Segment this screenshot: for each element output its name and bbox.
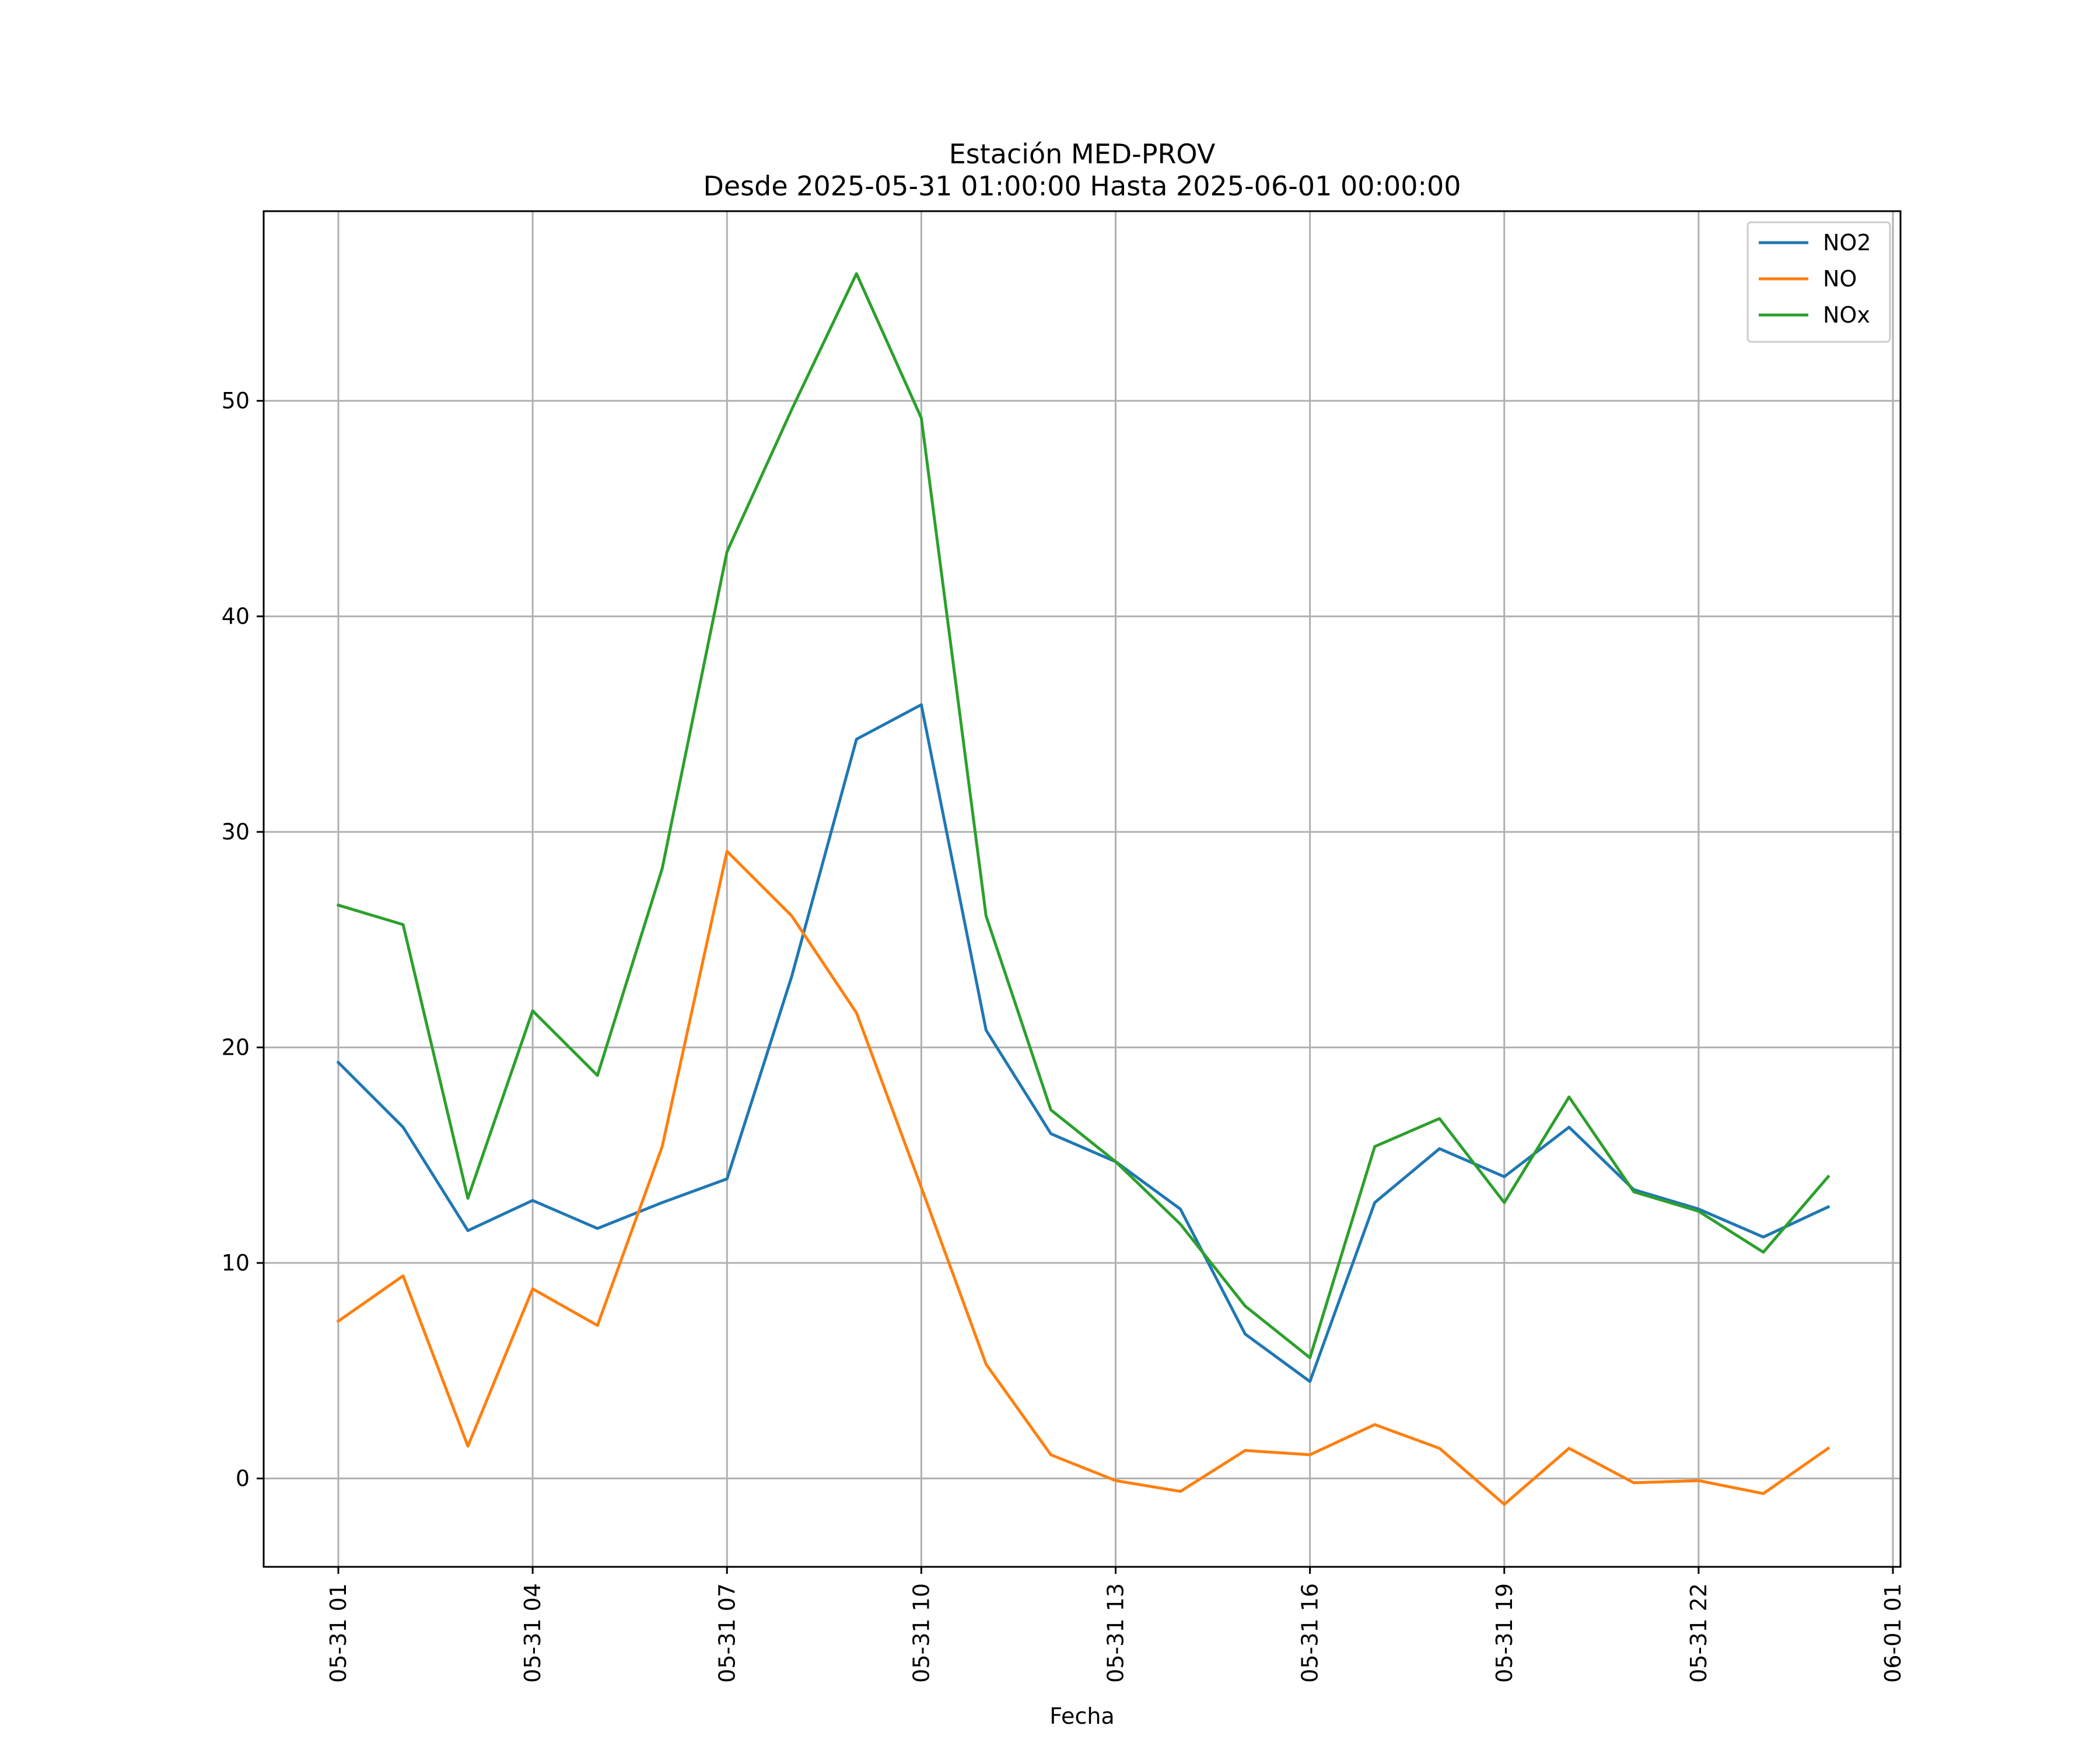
x-tick-label: 05-31 07: [714, 1583, 740, 1683]
y-tick-label: 0: [236, 1466, 250, 1492]
series-line-no: [336, 849, 1831, 1506]
chart-subtitle: Desde 2025-05-31 01:00:00 Hasta 2025-06-…: [703, 170, 1461, 202]
x-axis: 05-31 01 05-31 04 05-31 07 05-31 10 05-31 13…: [326, 1567, 1906, 1683]
legend: NO2 NO NOx: [1746, 221, 1891, 343]
plot-frame: [262, 210, 1902, 1568]
series-line-no2: [336, 703, 1831, 1383]
series-line-nox: [336, 272, 1831, 1360]
x-tick-label: 05-31 19: [1492, 1583, 1517, 1683]
chart-title: Estación MED-PROV: [949, 138, 1216, 170]
legend-label-nox: NOx: [1823, 302, 1870, 328]
y-axis: 0 10 20 30 40 50: [222, 388, 264, 1492]
grid: [264, 211, 1901, 1567]
x-tick-label: 06-01 01: [1880, 1583, 1906, 1683]
y-tick-label: 40: [222, 604, 250, 629]
x-axis-label: Fecha: [1049, 1703, 1114, 1729]
x-tick-label: 05-31 01: [326, 1583, 351, 1683]
legend-frame: [1746, 221, 1891, 343]
series-lines: [336, 272, 1831, 1506]
x-tick-label: 05-31 13: [1103, 1583, 1129, 1683]
legend-label-no: NO: [1823, 266, 1857, 292]
x-tick-label: 05-31 22: [1686, 1583, 1712, 1683]
legend-label-no2: NO2: [1823, 230, 1871, 256]
y-tick-label: 50: [222, 388, 250, 414]
y-tick-label: 30: [222, 819, 250, 845]
x-tick-label: 05-31 10: [908, 1583, 934, 1683]
y-tick-label: 20: [222, 1035, 250, 1060]
x-tick-label: 05-31 16: [1297, 1583, 1323, 1683]
y-tick-label: 10: [222, 1250, 250, 1276]
x-tick-label: 05-31 04: [520, 1583, 545, 1683]
